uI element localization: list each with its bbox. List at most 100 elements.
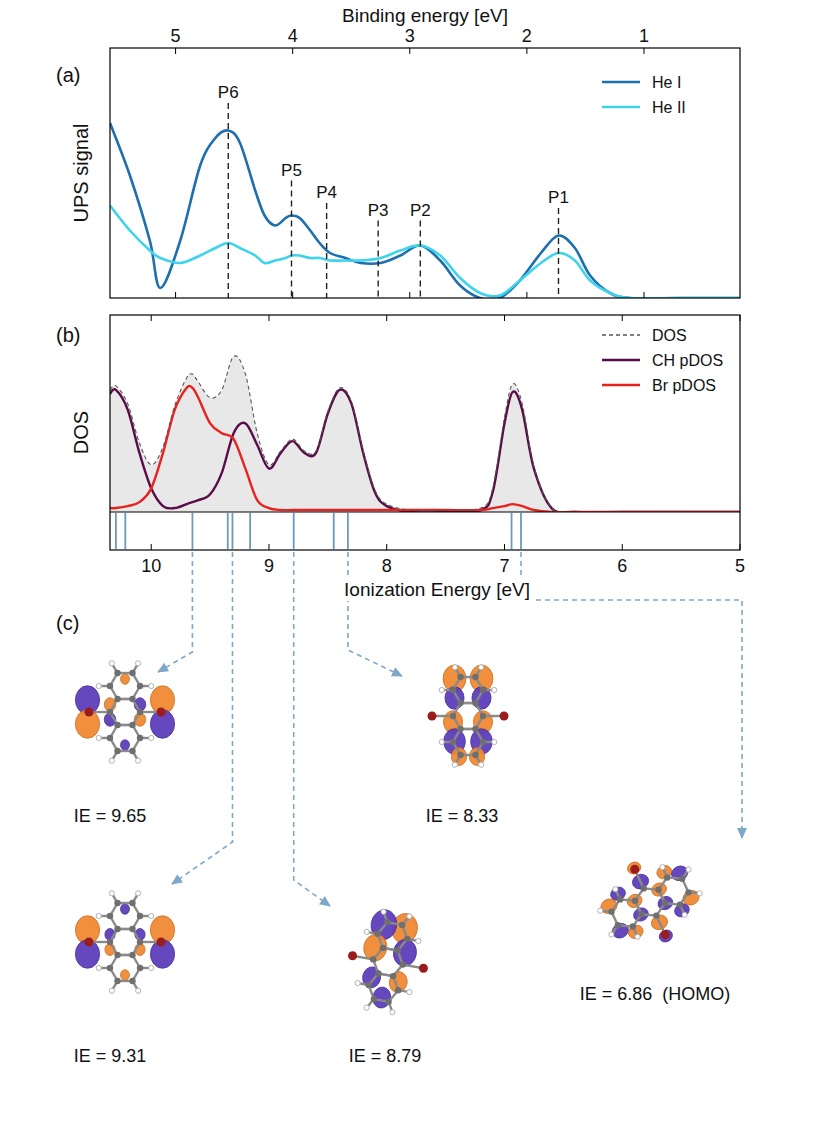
tick-label: 2 bbox=[522, 26, 532, 46]
orbital-label: IE = 8.33 bbox=[426, 806, 499, 826]
panel: 1098765Ionization Energy [eV]DOS(b)DOSCH… bbox=[56, 315, 745, 601]
atom bbox=[598, 908, 603, 913]
atom bbox=[394, 947, 400, 953]
atom bbox=[109, 661, 114, 666]
atom bbox=[85, 708, 94, 717]
tick bbox=[175, 48, 176, 54]
panel: P1P2P3P4P5P654321Binding energy [eV]UPS … bbox=[56, 5, 740, 300]
atom bbox=[407, 990, 412, 995]
atom bbox=[500, 712, 509, 721]
atom bbox=[472, 752, 478, 758]
atom bbox=[404, 936, 410, 942]
atom bbox=[450, 687, 456, 693]
atom bbox=[149, 683, 154, 688]
tick-label: 4 bbox=[288, 26, 298, 46]
atom bbox=[114, 670, 120, 676]
orbital-label: IE = 6.86 (HOMO) bbox=[580, 984, 731, 1004]
atom bbox=[137, 965, 143, 971]
peak-marker bbox=[228, 103, 229, 298]
tick bbox=[175, 292, 176, 298]
tick bbox=[622, 544, 623, 550]
eigenvalue-stick bbox=[249, 513, 251, 549]
legend-label: He II bbox=[652, 99, 686, 116]
eigenvalue-stick bbox=[511, 513, 513, 549]
atom bbox=[129, 748, 135, 754]
atom bbox=[136, 891, 141, 896]
legend-swatch bbox=[602, 359, 640, 362]
eigenvalue-stick bbox=[333, 513, 335, 549]
tick bbox=[409, 292, 410, 298]
atom bbox=[364, 929, 369, 934]
atom bbox=[640, 885, 646, 891]
tick bbox=[268, 315, 269, 321]
atom bbox=[480, 687, 486, 693]
orbital-lobe bbox=[391, 937, 418, 968]
atom bbox=[109, 988, 114, 993]
leader-arrow bbox=[521, 552, 742, 838]
atom bbox=[419, 964, 428, 973]
atom bbox=[385, 998, 391, 1004]
atom bbox=[613, 887, 618, 892]
atom bbox=[472, 674, 478, 680]
orbital-label: IE = 9.31 bbox=[74, 1046, 147, 1066]
peak-marker bbox=[377, 221, 378, 299]
series-line bbox=[110, 123, 740, 298]
atom bbox=[390, 973, 396, 979]
orbital-lobe bbox=[626, 860, 643, 876]
atom bbox=[96, 683, 101, 688]
orbital-lobe bbox=[121, 904, 130, 915]
orbital-lobe bbox=[121, 674, 130, 685]
legend: DOSCH pDOSBr pDOS bbox=[602, 327, 723, 394]
atom bbox=[609, 932, 614, 937]
atom bbox=[96, 735, 101, 740]
atom bbox=[366, 982, 372, 988]
orbital-label: IE = 8.79 bbox=[349, 1046, 422, 1066]
eigenvalue-stick bbox=[227, 513, 229, 549]
atom bbox=[479, 665, 484, 670]
atom bbox=[630, 865, 639, 874]
legend-swatch bbox=[602, 384, 640, 387]
atom bbox=[129, 952, 135, 958]
eigenvalue-stick bbox=[232, 513, 234, 549]
atom bbox=[615, 922, 621, 928]
plot-frame bbox=[110, 48, 740, 298]
orbital-lobe bbox=[388, 970, 409, 994]
atom bbox=[96, 965, 101, 970]
atom bbox=[114, 696, 120, 702]
atom bbox=[137, 735, 143, 741]
atom bbox=[375, 970, 381, 976]
atom bbox=[685, 889, 691, 895]
tick-label: 5 bbox=[171, 26, 181, 46]
atom bbox=[381, 909, 386, 914]
tick-label: 1 bbox=[639, 26, 649, 46]
atom bbox=[149, 913, 154, 918]
eigenvalue-stick bbox=[520, 513, 522, 549]
leader-arrow bbox=[172, 552, 233, 884]
tick bbox=[268, 544, 269, 550]
molecule bbox=[348, 908, 428, 1015]
atom bbox=[137, 913, 143, 919]
atom bbox=[677, 901, 683, 907]
legend-swatch bbox=[602, 106, 640, 109]
atom bbox=[661, 930, 670, 939]
tick-label: 9 bbox=[264, 556, 274, 576]
atom bbox=[395, 987, 401, 993]
atom bbox=[480, 713, 486, 719]
orbital-lobe bbox=[121, 740, 130, 751]
atom bbox=[85, 938, 94, 947]
atom bbox=[107, 683, 113, 689]
atom bbox=[371, 996, 377, 1002]
tick-label: 3 bbox=[405, 26, 415, 46]
peak-label: P4 bbox=[316, 183, 337, 202]
atom bbox=[479, 762, 484, 767]
atom bbox=[137, 939, 143, 945]
atom bbox=[136, 758, 141, 763]
tick bbox=[386, 315, 387, 321]
atom bbox=[114, 952, 120, 958]
peak-label: P2 bbox=[410, 201, 431, 220]
atom bbox=[660, 865, 665, 870]
tick bbox=[151, 544, 152, 550]
atom bbox=[472, 726, 478, 732]
peak-label: P3 bbox=[368, 201, 389, 220]
atom bbox=[632, 897, 638, 903]
